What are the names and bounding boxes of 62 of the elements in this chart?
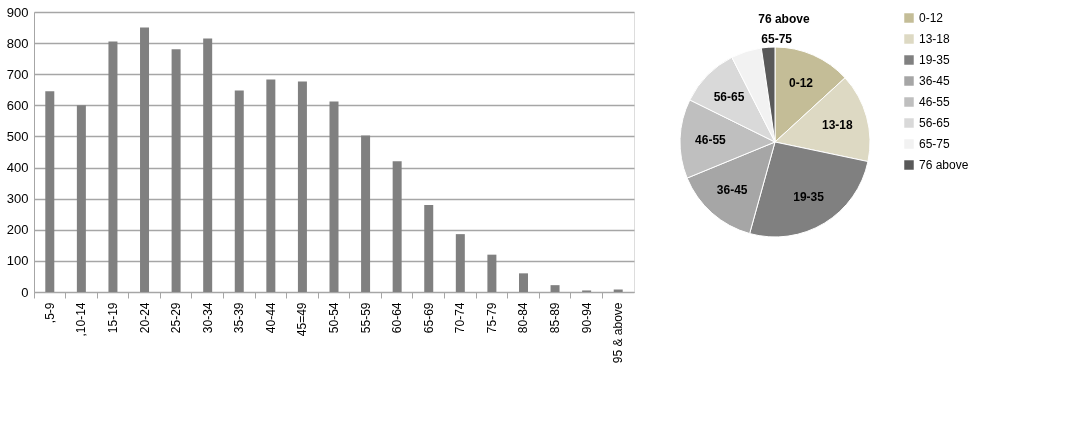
y-tick-label: 200 bbox=[6, 222, 29, 238]
bar bbox=[203, 38, 213, 292]
x-tick-label: 95 & above bbox=[611, 302, 626, 364]
slice-label: 0-12 bbox=[789, 75, 814, 90]
x-tick-label: 45=49 bbox=[295, 302, 310, 337]
y-tick-label: 100 bbox=[6, 253, 29, 269]
legend-label: 46-55 bbox=[919, 95, 951, 109]
x-tick-label: 60-64 bbox=[390, 302, 405, 334]
bar bbox=[140, 27, 150, 292]
x-tick-label: 90-94 bbox=[579, 302, 594, 334]
y-tick-label: 600 bbox=[6, 97, 29, 113]
bar bbox=[171, 49, 181, 292]
bar bbox=[108, 41, 118, 292]
x-tick-label: 50-54 bbox=[327, 302, 341, 334]
y-tick-label: 0 bbox=[21, 284, 29, 300]
x-tick-label: 15-19 bbox=[105, 302, 120, 334]
y-tick-label: 300 bbox=[6, 191, 29, 207]
y-tick-label: 400 bbox=[6, 160, 29, 176]
bar bbox=[266, 79, 276, 292]
bar bbox=[392, 161, 402, 292]
bar bbox=[361, 135, 371, 292]
bar bbox=[329, 101, 339, 292]
slice-label: 76 above bbox=[758, 11, 810, 26]
x-tick-label: 85-89 bbox=[548, 302, 563, 334]
legend-label: 19-35 bbox=[919, 53, 951, 67]
slice-label: 56-65 bbox=[713, 89, 745, 104]
x-tick-label: 25-29 bbox=[169, 302, 184, 334]
legend-label: 13-18 bbox=[919, 32, 951, 46]
legend-label: 56-65 bbox=[919, 116, 951, 130]
x-tick-label: 30-34 bbox=[200, 302, 215, 334]
legend-label: 0-12 bbox=[919, 11, 944, 25]
bar bbox=[76, 105, 86, 292]
bar bbox=[550, 285, 560, 292]
x-tick-label: 55-59 bbox=[358, 302, 373, 334]
legend-label: 76 above bbox=[919, 158, 969, 172]
slice-label: 13-18 bbox=[821, 117, 853, 132]
bar bbox=[424, 204, 434, 292]
legend-label: 36-45 bbox=[919, 74, 951, 88]
category-label: 65-75 bbox=[761, 31, 792, 46]
y-tick-label: 800 bbox=[6, 35, 29, 51]
x-tick-label: 80-84 bbox=[516, 302, 531, 334]
bar bbox=[455, 234, 465, 292]
x-tick-label: 75-79 bbox=[484, 302, 499, 334]
bar bbox=[487, 254, 497, 292]
bar bbox=[234, 90, 244, 292]
legend-label: 65-75 bbox=[919, 137, 951, 151]
y-tick-label: 500 bbox=[6, 128, 29, 144]
x-tick-label: 65-69 bbox=[421, 302, 436, 334]
y-tick-label: 900 bbox=[6, 4, 29, 20]
bar bbox=[518, 273, 528, 292]
y-tick-label: 700 bbox=[6, 66, 29, 82]
x-tick-label: ,5-9 bbox=[42, 302, 57, 324]
x-tick-label: 40-44 bbox=[263, 302, 278, 334]
bar bbox=[297, 81, 307, 292]
x-tick-label: ,10-14 bbox=[74, 302, 89, 337]
bar bbox=[45, 91, 55, 292]
slice-label: 46-55 bbox=[695, 132, 727, 147]
x-tick-label: 70-74 bbox=[453, 302, 468, 334]
x-tick-label: 20-24 bbox=[137, 302, 152, 334]
x-tick-label: 35-39 bbox=[232, 302, 247, 334]
slice-label: 19-35 bbox=[793, 190, 825, 205]
slice-label: 36-45 bbox=[716, 183, 748, 198]
